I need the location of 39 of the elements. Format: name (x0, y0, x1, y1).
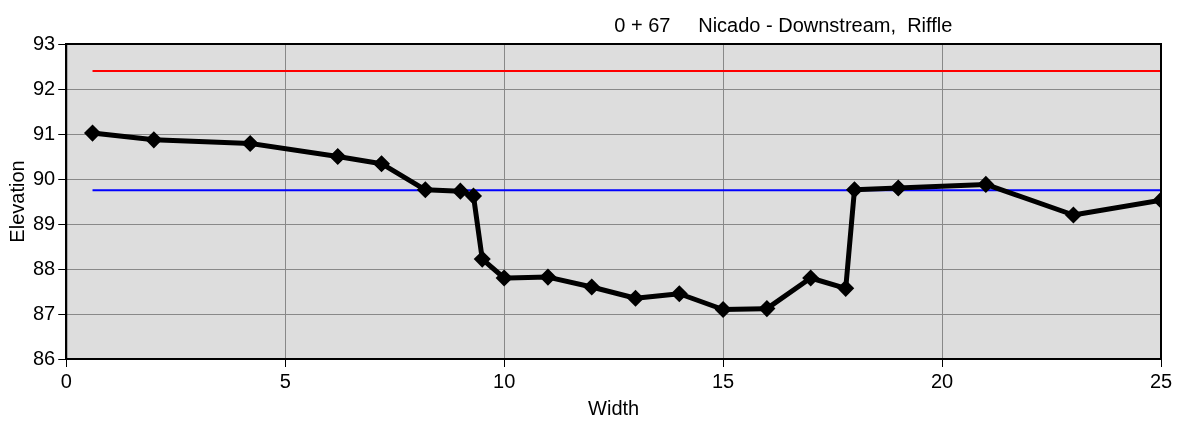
point (474, 251, 490, 267)
x-axis-title: Width (588, 396, 640, 419)
point (330, 149, 346, 164)
x-tick-label: 0 (60, 369, 72, 392)
point (584, 279, 600, 295)
point (452, 183, 468, 199)
point (846, 182, 862, 198)
chart-title: 0 + 67 Nicado - Downstream, Riffle (614, 13, 953, 36)
point (1065, 207, 1081, 223)
point (628, 290, 644, 306)
x-tick-label: 10 (493, 369, 516, 392)
point (417, 182, 433, 198)
point (242, 135, 258, 151)
point (978, 176, 994, 192)
x-tick-label: 25 (1149, 369, 1173, 392)
point (671, 286, 687, 302)
point (85, 125, 101, 141)
point (466, 188, 481, 204)
x-tick-label: 20 (930, 369, 954, 392)
point (838, 280, 854, 296)
point (715, 302, 731, 317)
y-tick-label: 93 (33, 31, 56, 54)
y-tick-label: 87 (33, 301, 56, 324)
point (374, 156, 390, 172)
point (496, 270, 512, 286)
y-tick-label: 89 (33, 211, 56, 234)
point (759, 301, 775, 317)
y-tick-label: 88 (33, 256, 56, 279)
x-tick-label: 15 (711, 369, 735, 392)
point (803, 270, 819, 286)
y-tick-label: 91 (33, 121, 56, 144)
x-tick-label: 5 (279, 369, 291, 392)
point (146, 132, 162, 148)
point (890, 180, 906, 196)
y-tick-label: 90 (33, 166, 56, 189)
y-axis-title: Elevation (5, 160, 28, 243)
y-tick-label: 86 (33, 346, 56, 369)
y-tick-label: 92 (33, 76, 56, 99)
point (540, 269, 556, 285)
